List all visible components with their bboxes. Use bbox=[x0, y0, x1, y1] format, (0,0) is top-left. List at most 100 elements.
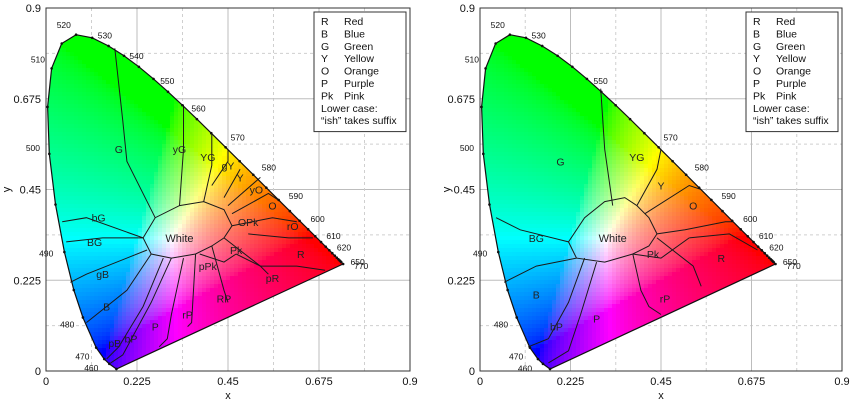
color-cell bbox=[98, 60, 103, 65]
color-cell bbox=[70, 184, 75, 189]
color-cell bbox=[258, 232, 263, 237]
color-cell bbox=[74, 140, 79, 145]
color-cell bbox=[106, 172, 111, 177]
color-cell bbox=[102, 344, 107, 349]
color-cell bbox=[62, 208, 67, 213]
color-cell bbox=[70, 164, 75, 169]
color-cell bbox=[266, 292, 271, 297]
color-cell bbox=[150, 340, 155, 345]
color-cell bbox=[54, 88, 59, 93]
color-cell bbox=[266, 260, 271, 265]
color-cell bbox=[150, 308, 155, 313]
color-cell bbox=[98, 320, 103, 325]
color-cell bbox=[230, 204, 235, 209]
color-cell bbox=[110, 296, 115, 301]
color-cell bbox=[154, 228, 159, 233]
color-cell bbox=[206, 212, 211, 217]
color-cell bbox=[254, 244, 259, 249]
color-cell bbox=[302, 228, 307, 233]
color-cell bbox=[266, 212, 271, 217]
color-cell bbox=[274, 212, 279, 217]
color-cell bbox=[94, 136, 99, 141]
color-cell bbox=[70, 172, 75, 177]
color-cell bbox=[90, 72, 95, 77]
color-cell bbox=[178, 304, 183, 309]
color-cell bbox=[70, 48, 75, 53]
color-cell bbox=[94, 152, 99, 157]
locus-point bbox=[328, 249, 331, 252]
color-cell bbox=[286, 252, 291, 257]
color-cell bbox=[66, 164, 71, 169]
color-cell bbox=[98, 184, 103, 189]
color-cell bbox=[118, 300, 123, 305]
color-cell bbox=[170, 196, 175, 201]
color-cell bbox=[170, 120, 175, 125]
color-cell bbox=[182, 192, 187, 197]
color-cell bbox=[294, 240, 299, 245]
color-cell bbox=[238, 296, 243, 301]
color-cell bbox=[118, 176, 123, 181]
color-cell bbox=[238, 264, 243, 269]
color-cell bbox=[106, 120, 111, 125]
color-cell bbox=[98, 204, 103, 209]
color-cell bbox=[134, 184, 139, 189]
color-cell bbox=[150, 104, 155, 109]
color-cell bbox=[166, 140, 171, 145]
color-cell bbox=[70, 80, 75, 85]
color-cell bbox=[190, 144, 195, 149]
color-cell bbox=[162, 168, 167, 173]
color-cell bbox=[250, 176, 255, 181]
region-label: BG bbox=[87, 237, 102, 249]
color-cell bbox=[94, 84, 99, 89]
color-cell bbox=[154, 232, 159, 237]
color-cell bbox=[98, 316, 103, 321]
color-cell bbox=[198, 236, 203, 241]
color-cell bbox=[90, 112, 95, 117]
color-cell bbox=[90, 44, 95, 49]
color-cell bbox=[78, 252, 83, 257]
color-cell bbox=[138, 228, 143, 233]
color-cell bbox=[114, 196, 119, 201]
color-cell bbox=[134, 140, 139, 145]
color-cell bbox=[70, 180, 75, 185]
locus-point bbox=[320, 241, 323, 244]
color-cell bbox=[182, 280, 187, 285]
color-cell bbox=[298, 224, 303, 229]
color-cell bbox=[150, 260, 155, 265]
color-cell bbox=[162, 120, 167, 125]
color-cell bbox=[50, 96, 55, 101]
color-cell bbox=[162, 312, 167, 317]
color-cell bbox=[110, 164, 115, 169]
color-cell bbox=[110, 212, 115, 217]
color-cell bbox=[50, 128, 55, 133]
color-cell bbox=[158, 196, 163, 201]
color-cell bbox=[254, 208, 259, 213]
color-cell bbox=[302, 276, 307, 281]
color-cell bbox=[110, 100, 115, 105]
color-cell bbox=[206, 300, 211, 305]
color-cell bbox=[190, 324, 195, 329]
color-cell bbox=[214, 276, 219, 281]
color-cell bbox=[122, 64, 127, 69]
color-cell bbox=[194, 316, 199, 321]
color-cell bbox=[110, 288, 115, 293]
color-cell bbox=[194, 172, 199, 177]
color-cell bbox=[62, 196, 67, 201]
color-cell bbox=[162, 216, 167, 221]
color-cell bbox=[98, 84, 103, 89]
color-cell bbox=[194, 232, 199, 237]
color-cell bbox=[78, 144, 83, 149]
color-cell bbox=[206, 312, 211, 317]
color-cell bbox=[162, 108, 167, 113]
color-cell bbox=[182, 180, 187, 185]
color-cell bbox=[110, 68, 115, 73]
color-cell bbox=[122, 360, 127, 365]
color-cell bbox=[246, 280, 251, 285]
color-cell bbox=[186, 148, 191, 153]
color-cell bbox=[126, 180, 131, 185]
color-cell bbox=[190, 212, 195, 217]
color-cell bbox=[266, 220, 271, 225]
wavelength-label: 520 bbox=[57, 20, 71, 30]
color-cell bbox=[310, 252, 315, 257]
color-cell bbox=[214, 280, 219, 285]
